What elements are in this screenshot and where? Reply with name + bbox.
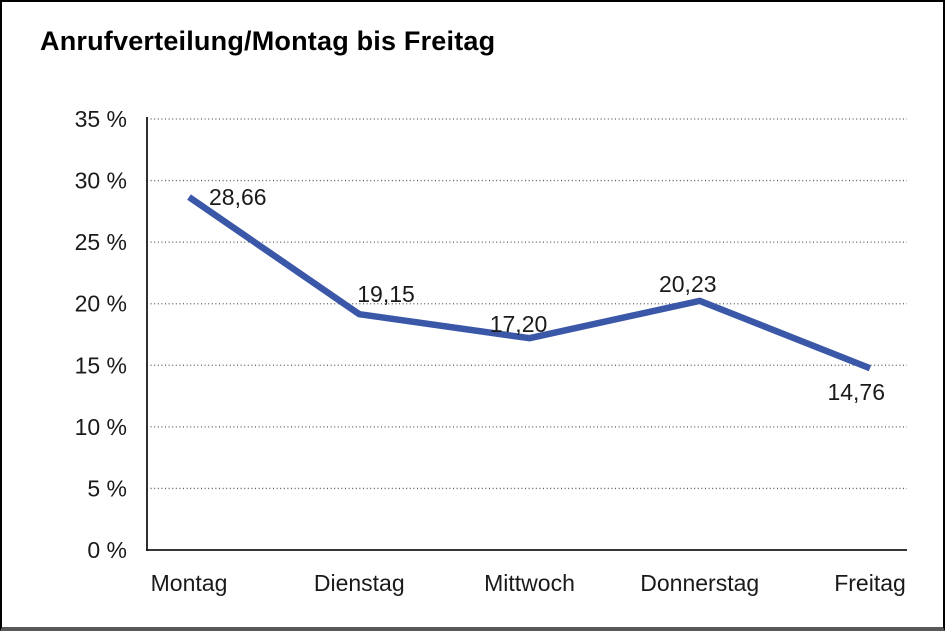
y-tick-label: 5 %	[87, 475, 127, 501]
y-tick-label: 35 %	[75, 106, 127, 132]
data-point-label: 19,15	[357, 281, 415, 307]
data-point-label: 20,23	[659, 271, 717, 297]
data-point-label: 17,20	[490, 311, 548, 337]
y-tick-label: 20 %	[75, 291, 127, 317]
data-point-label: 28,66	[209, 184, 267, 210]
y-tick-label: 25 %	[75, 229, 127, 255]
data-series-line	[187, 194, 872, 372]
x-category-label: Freitag	[834, 570, 906, 596]
y-tick-label: 10 %	[75, 414, 127, 440]
data-point-label: 14,76	[827, 379, 885, 405]
x-category-label: Dienstag	[314, 570, 405, 596]
x-category-label: Mittwoch	[484, 570, 575, 596]
x-category-label: Montag	[151, 570, 228, 596]
y-tick-label: 15 %	[75, 352, 127, 378]
x-category-label: Donnerstag	[640, 570, 759, 596]
chart-title: Anrufverteilung/Montag bis Freitag	[40, 26, 496, 56]
y-tick-label: 30 %	[75, 168, 127, 194]
y-tick-label: 0 %	[87, 537, 127, 563]
